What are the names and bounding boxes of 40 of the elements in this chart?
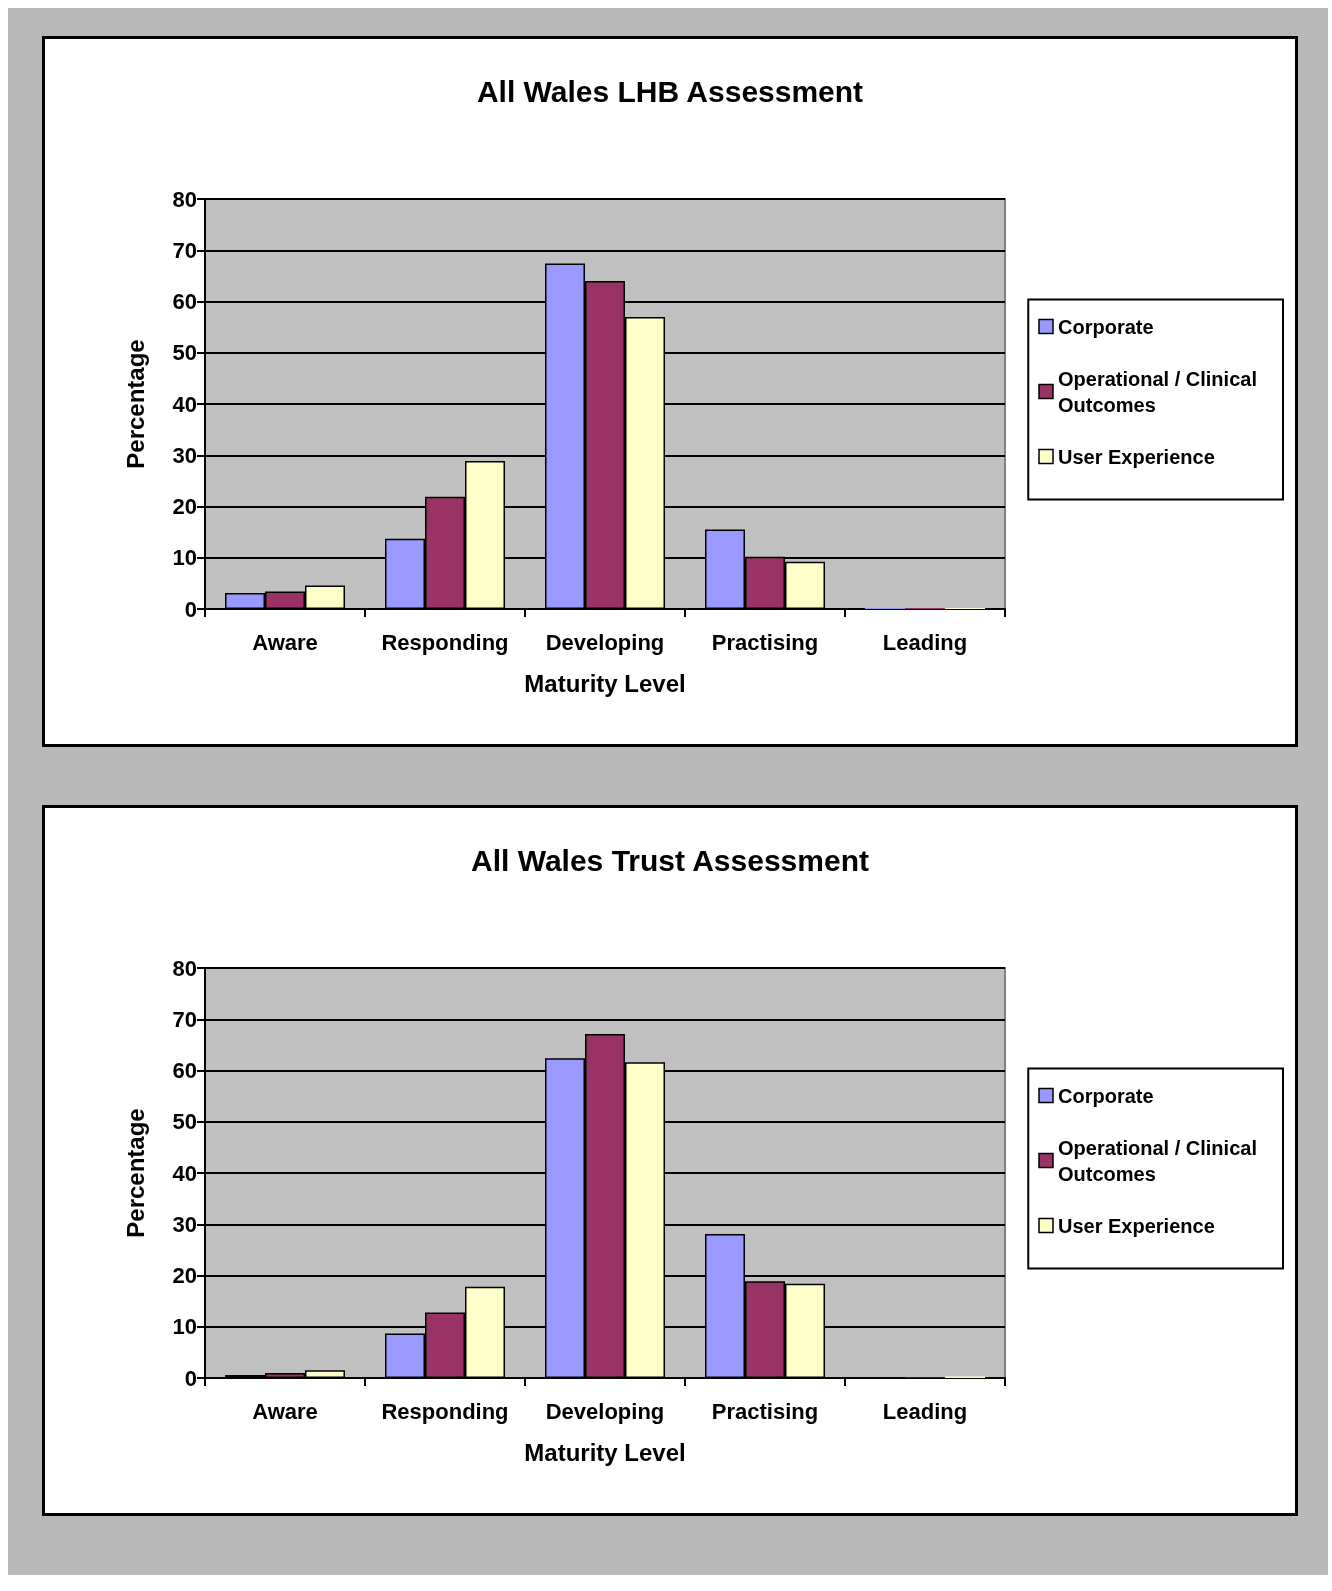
x-tick-label: Developing: [545, 629, 665, 655]
y-tick-label: 50: [172, 1109, 197, 1135]
y-tick-label: 60: [172, 289, 197, 314]
legend-label: User Experience: [1058, 1214, 1215, 1237]
chart-title: All Wales Trust Assessment: [471, 843, 869, 877]
x-tick-label: Practising: [711, 1398, 819, 1424]
legend-label: Corporate: [1058, 315, 1154, 338]
y-axis-title: Percentage: [121, 1108, 149, 1238]
y-tick-label: 30: [172, 1211, 197, 1237]
legend-label: Corporate: [1058, 1084, 1154, 1107]
y-tick-label: 70: [172, 237, 197, 263]
x-tick-label: Practising: [711, 629, 819, 655]
y-tick-label: 70: [172, 1006, 197, 1032]
y-tick-label: 50: [172, 340, 197, 366]
x-tick-label: Leading: [882, 629, 968, 655]
x-axis-title: Maturity Level: [524, 1438, 686, 1466]
y-axis-title: Percentage: [121, 339, 149, 469]
x-tick-label: Aware: [252, 629, 318, 655]
y-tick-label: 10: [172, 1314, 197, 1340]
y-tick-label: 0: [184, 596, 197, 622]
x-tick-label: Responding: [381, 1398, 509, 1424]
y-tick-label: 80: [172, 186, 197, 212]
y-tick-label: 40: [172, 391, 197, 417]
x-tick-label: Aware: [252, 1398, 318, 1424]
legend-label: User Experience: [1058, 445, 1215, 468]
x-tick-label: Responding: [381, 629, 509, 655]
x-tick-label: Leading: [882, 1398, 968, 1424]
chart-title: All Wales LHB Assessment: [476, 74, 864, 108]
y-tick-label: 20: [172, 1263, 197, 1288]
x-tick-label: Developing: [545, 1398, 665, 1424]
legend-label: Operational / Clinical Outcomes: [1058, 1136, 1263, 1185]
y-tick-label: 60: [172, 1058, 197, 1083]
y-tick-label: 40: [172, 1160, 197, 1186]
y-tick-label: 80: [172, 955, 197, 981]
y-tick-label: 20: [172, 494, 197, 519]
x-axis-title: Maturity Level: [524, 669, 686, 697]
y-tick-label: 0: [184, 1365, 197, 1391]
y-tick-label: 30: [172, 442, 197, 468]
y-tick-label: 10: [172, 545, 197, 571]
legend-label: Operational / Clinical Outcomes: [1058, 367, 1263, 416]
